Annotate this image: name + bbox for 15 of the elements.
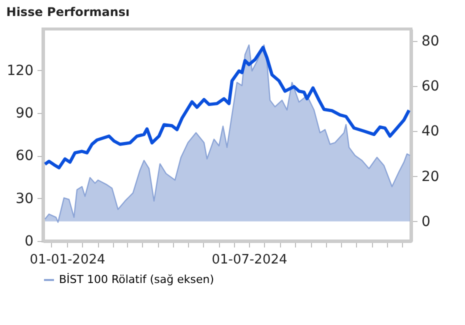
- x-tick-label: 01-07-2024: [212, 252, 288, 268]
- y-tick-label: 0: [24, 234, 34, 250]
- y-tick-label: 60: [16, 148, 34, 164]
- y-tick-label: 30: [16, 190, 34, 207]
- y-tick-label: 120: [6, 62, 34, 79]
- chart-title: Hisse Performansı: [6, 5, 130, 19]
- y2-tick-label: 20: [422, 168, 440, 185]
- y2-tick-label: 0: [422, 214, 430, 230]
- y2-tick-label: 40: [422, 124, 440, 140]
- y2-tick-label: 60: [422, 78, 440, 95]
- y-tick-label: 90: [16, 105, 34, 122]
- y2-tick-label: 80: [422, 33, 440, 50]
- line-series: [43, 46, 411, 170]
- legend-label: BİST 100 Rölatif (sağ eksen): [59, 272, 214, 286]
- x-tick-label: 01-01-2024: [30, 252, 106, 268]
